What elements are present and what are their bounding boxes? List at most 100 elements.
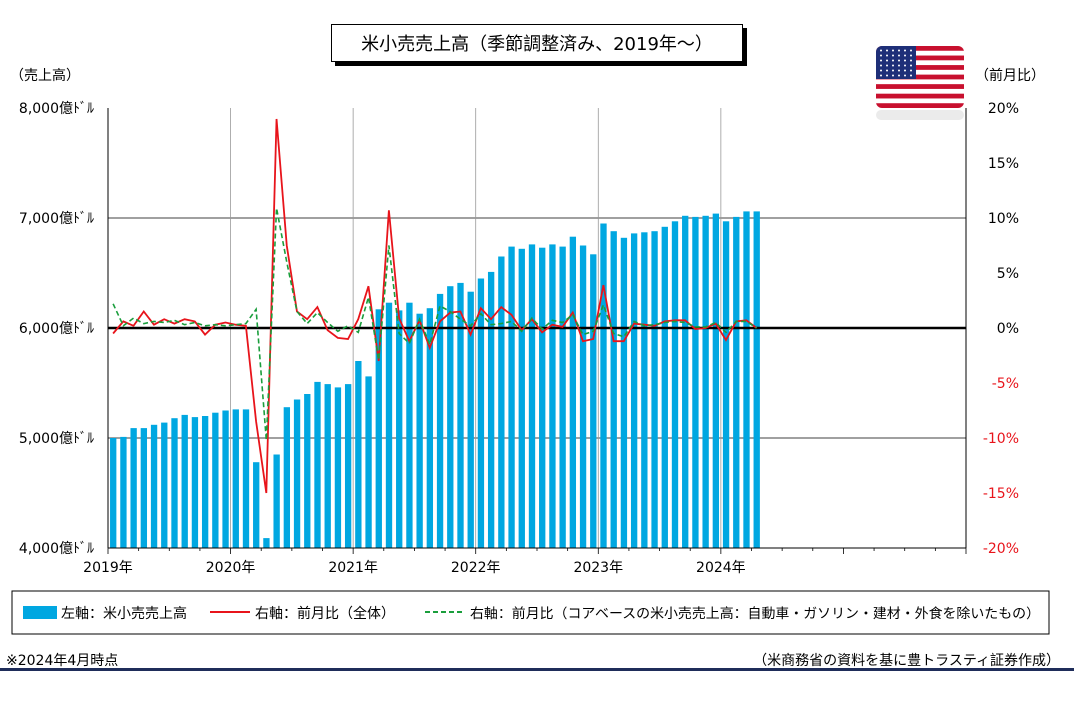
- bar: [569, 236, 577, 548]
- bar: [161, 422, 168, 548]
- bar: [579, 245, 587, 548]
- bar: [498, 256, 505, 548]
- bar: [671, 221, 679, 549]
- bar: [722, 221, 730, 549]
- bar: [610, 231, 617, 548]
- legend-label-bar: 左軸：米小売売上高: [61, 605, 187, 622]
- bar: [140, 428, 148, 548]
- tick-labels: 4,000億ﾄﾞﾙ 5,000億ﾄﾞﾙ 6,000億ﾄﾞﾙ 7,000億ﾄﾞﾙ 8,00…: [19, 101, 1019, 576]
- right-tick-label: 5%: [997, 266, 1019, 282]
- bar: [365, 376, 372, 548]
- bar: [191, 417, 199, 548]
- left-tick-label: 5,000億ﾄﾞﾙ: [19, 431, 94, 447]
- bar: [447, 286, 454, 548]
- x-tick-label: 2020年: [206, 560, 256, 576]
- bar: [181, 414, 188, 548]
- left-tick-label: 4,000億ﾄﾞﾙ: [19, 541, 94, 557]
- bar: [263, 538, 270, 548]
- bar: [712, 213, 720, 548]
- bar: [242, 409, 250, 548]
- flag-stripe: [876, 79, 964, 85]
- left-tick-label: 8,000億ﾄﾞﾙ: [19, 101, 94, 117]
- bar: [549, 244, 556, 548]
- bar: [630, 233, 638, 548]
- bar: [150, 424, 158, 548]
- bar: [355, 361, 362, 548]
- bar: [130, 428, 137, 548]
- right-tick-label: 15%: [988, 156, 1019, 172]
- bar: [110, 438, 117, 548]
- bar: [406, 302, 413, 548]
- bar: [293, 399, 301, 548]
- right-axis-title: （前月比）: [975, 67, 1045, 84]
- bar-series: [110, 211, 760, 549]
- legend: 左軸：米小売売上高 右軸：前月比（全体） 右軸：前月比（コアベースの米小売売上高…: [11, 590, 1050, 635]
- bar: [753, 211, 760, 548]
- bar: [436, 293, 444, 548]
- bar: [457, 282, 464, 548]
- series-line-core: [112, 207, 758, 441]
- bar: [590, 254, 597, 549]
- bar: [651, 231, 658, 548]
- bar: [201, 416, 209, 548]
- chart-title: 米小売売上高（季節調整済み、2019年～）: [361, 34, 713, 55]
- bar: [733, 216, 740, 548]
- series-line-total: [112, 118, 758, 494]
- bar: [487, 271, 495, 548]
- x-tick-label: 2024年: [696, 560, 746, 576]
- bar: [273, 454, 280, 548]
- x-tick-label: 2022年: [451, 560, 501, 576]
- flag-stripe: [876, 60, 964, 66]
- bar: [539, 247, 546, 548]
- bar: [682, 215, 689, 549]
- bar: [692, 216, 699, 548]
- left-axis-title: （売上高）: [10, 67, 80, 84]
- bar: [375, 309, 382, 548]
- right-tick-label: 10%: [988, 211, 1019, 227]
- bar: [396, 310, 403, 548]
- flag-stripe: [876, 50, 964, 56]
- left-tick-label: 7,000億ﾄﾞﾙ: [19, 211, 94, 227]
- bar: [304, 394, 311, 548]
- bar: [426, 308, 434, 548]
- flag-stripe: [876, 88, 964, 94]
- bar: [324, 384, 331, 548]
- left-tick-label: 6,000億ﾄﾞﾙ: [19, 321, 94, 337]
- legend-label-core: 右軸：前月比（コアベースの米小売売上高：自動車・ガソリン・建材・外食を除いたもの…: [470, 605, 1040, 622]
- bar: [171, 418, 178, 548]
- bar: [600, 223, 607, 548]
- right-tick-label: -10%: [983, 431, 1019, 447]
- bar: [416, 313, 423, 548]
- bar: [518, 248, 525, 549]
- x-tick-label: 2019年: [83, 560, 133, 576]
- flag-stripe: [876, 65, 964, 71]
- bar: [212, 412, 219, 548]
- bottom-rule: [0, 668, 1074, 671]
- flag-stripe: [876, 69, 964, 75]
- right-tick-label: -20%: [983, 541, 1019, 557]
- right-tick-label: 20%: [988, 101, 1019, 117]
- legend-box: [11, 590, 1050, 635]
- gridlines: [108, 108, 966, 548]
- bar: [120, 436, 127, 548]
- bar: [385, 302, 393, 548]
- bar: [702, 215, 709, 549]
- bar: [222, 410, 229, 548]
- bar: [528, 244, 536, 548]
- flag-stripe: [876, 74, 964, 80]
- source-note: （米商務省の資料を基に豊トラスティ証券作成）: [753, 653, 1060, 669]
- bar: [253, 462, 260, 548]
- bar: [314, 381, 321, 548]
- right-tick-label: 0%: [997, 321, 1019, 337]
- flag-stripe: [876, 93, 964, 99]
- flag-stripe: [876, 55, 964, 61]
- bar: [477, 278, 485, 548]
- flag-stripe: [876, 98, 964, 104]
- bar: [559, 246, 566, 548]
- bar: [467, 291, 474, 548]
- right-tick-label: -15%: [983, 486, 1019, 502]
- axes: [107, 108, 967, 554]
- legend-label-total: 右軸：前月比（全体）: [255, 605, 395, 622]
- bar: [641, 232, 648, 549]
